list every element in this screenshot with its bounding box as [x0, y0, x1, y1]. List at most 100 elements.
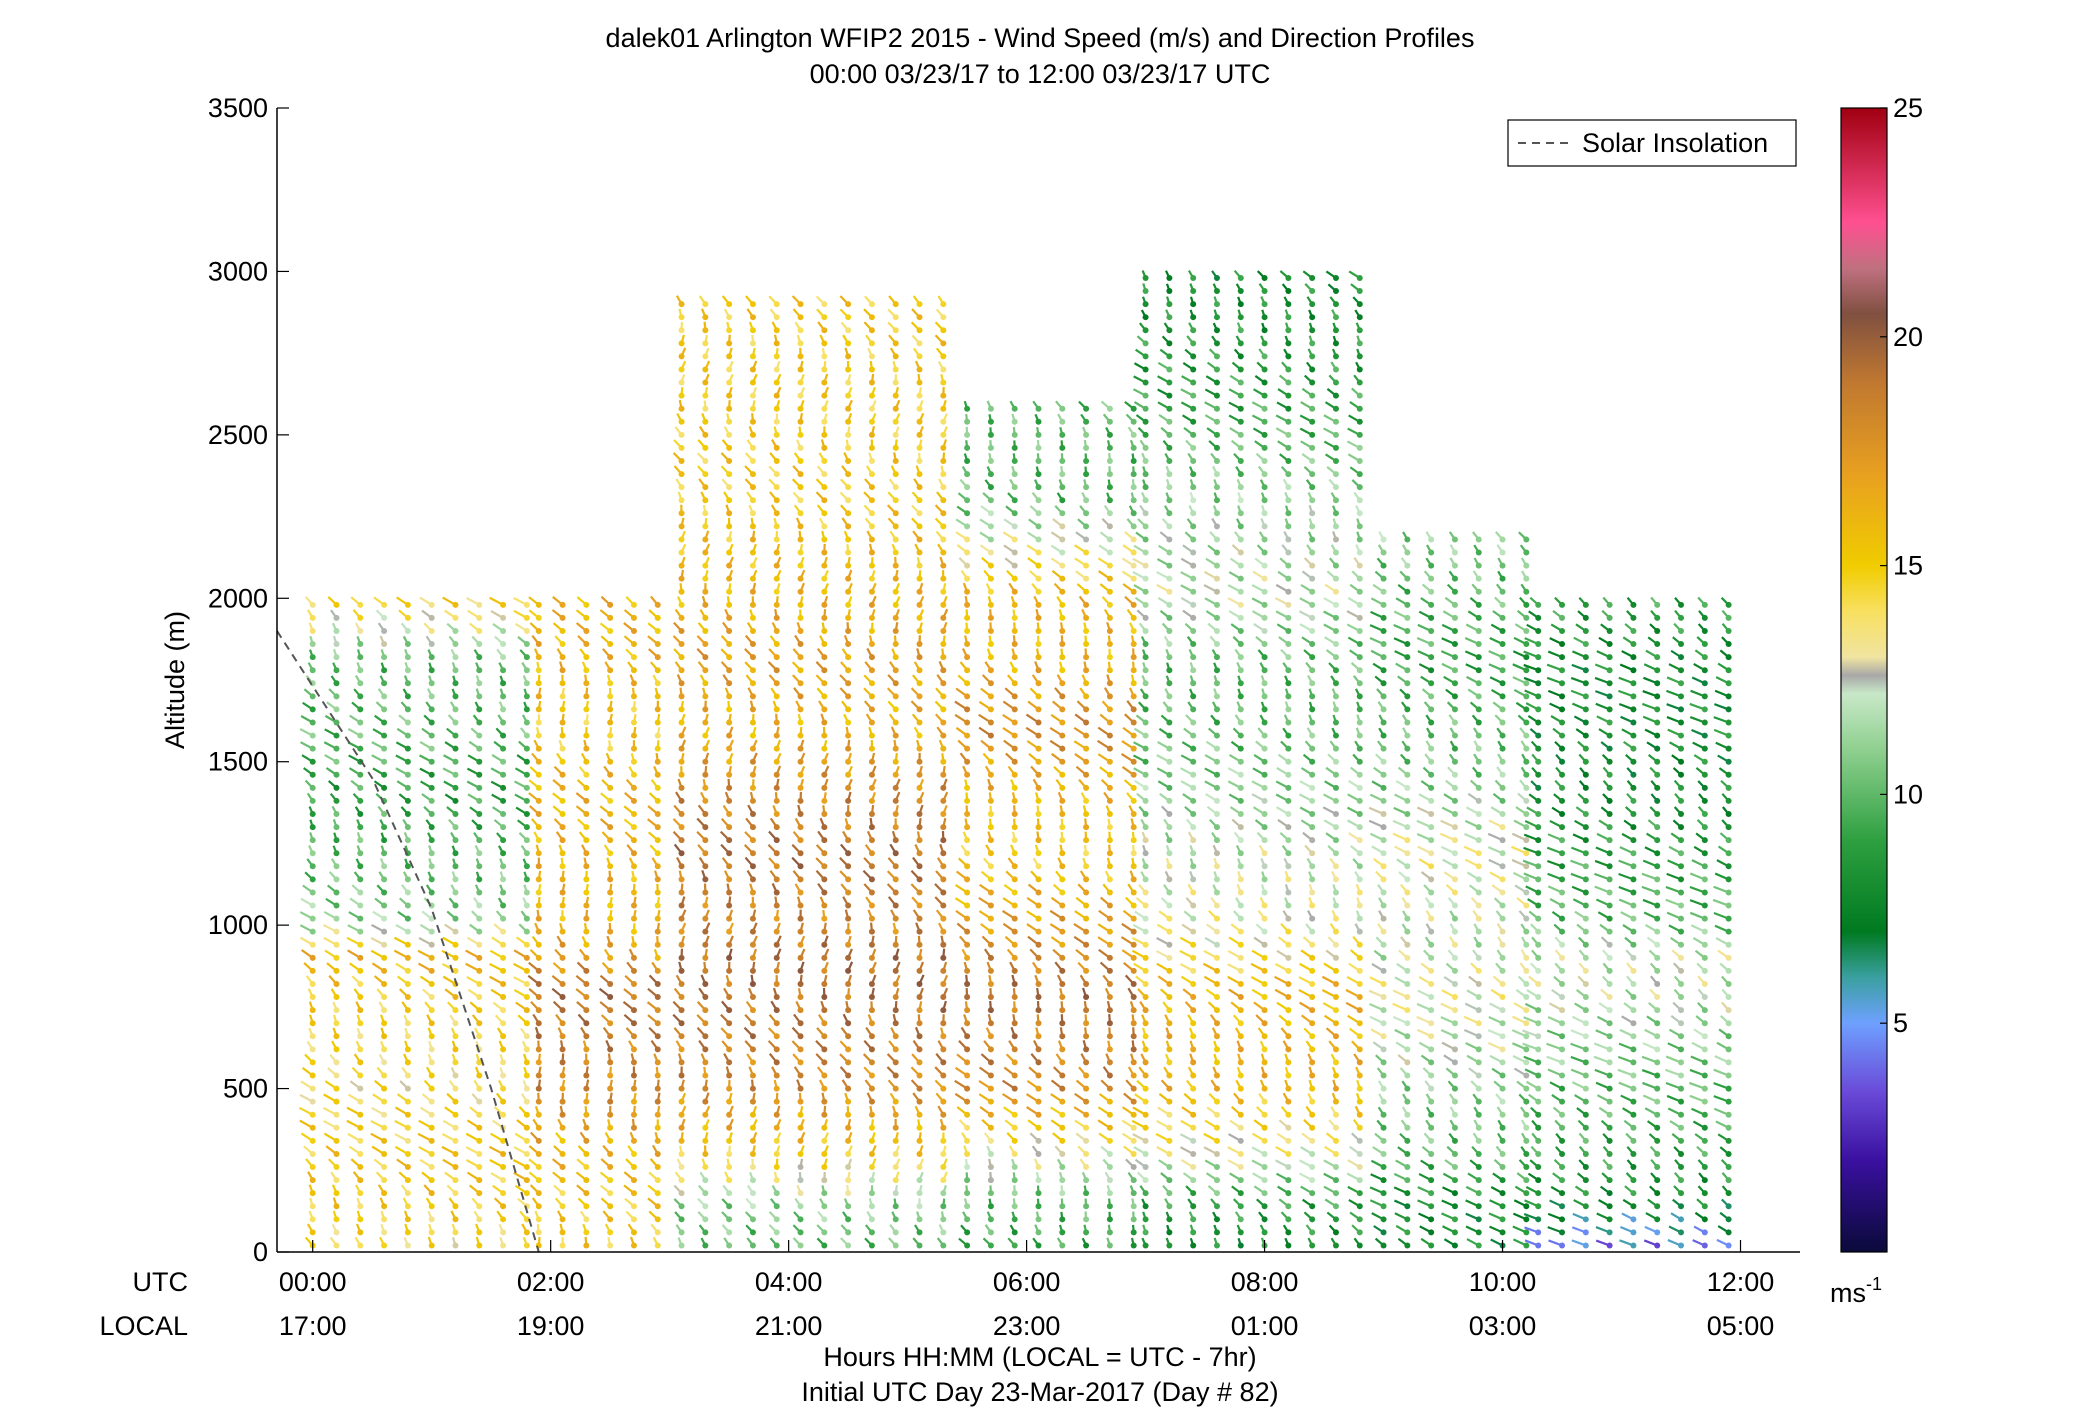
wind-barb-dot: [428, 1203, 435, 1210]
wind-barb-dot: [1166, 771, 1173, 778]
wind-barb-dot: [583, 654, 590, 661]
wind-barb-dot: [559, 915, 566, 922]
wind-barb-dot: [357, 1190, 364, 1197]
wind-barb-dot: [476, 876, 483, 883]
wind-barb-dot: [892, 405, 899, 412]
wind-barb-dot: [1142, 928, 1149, 935]
wind-barb-dot: [381, 1229, 388, 1236]
wind-barb-dot: [1083, 850, 1090, 857]
wind-barb-dot: [868, 693, 875, 700]
wind-barb-dot: [916, 876, 923, 883]
wind-barb-dot: [868, 771, 875, 778]
wind-barb-dot: [821, 954, 828, 961]
wind-barb-dot: [500, 732, 507, 739]
wind-barb-dot: [1011, 745, 1018, 752]
wind-barb-dot: [964, 484, 971, 491]
wind-barb-dot: [726, 1059, 733, 1066]
wind-barb-dot: [726, 824, 733, 831]
wind-barb-dot: [678, 1111, 685, 1118]
wind-barb-dot: [559, 706, 566, 713]
wind-barb-dot: [607, 1072, 614, 1079]
wind-barb-dot: [381, 954, 388, 961]
wind-barb-dot: [1035, 889, 1042, 896]
wind-barb-dot: [845, 353, 852, 360]
wind-barb-dot: [797, 379, 804, 386]
wind-barb-dot: [821, 562, 828, 569]
wind-barb-dot: [821, 379, 828, 386]
wind-barb-dot: [868, 1203, 875, 1210]
wind-barb-dot: [964, 549, 971, 556]
wind-barb-dot: [726, 301, 733, 308]
wind-barb-dot: [1106, 706, 1113, 713]
wind-barb-dot: [1035, 418, 1042, 425]
wind-barb-dot: [1083, 1007, 1090, 1014]
wind-barb-dot: [452, 889, 459, 896]
wind-barb-dot: [428, 758, 435, 765]
wind-barb-dot: [845, 954, 852, 961]
wind-barb-dot: [1106, 614, 1113, 621]
wind-barb-dot: [987, 444, 994, 451]
wind-barb-dot: [749, 954, 756, 961]
wind-barb-dot: [559, 954, 566, 961]
wind-barb-dot: [1130, 641, 1137, 648]
wind-barb-dot: [916, 732, 923, 739]
wind-barb-dot: [868, 745, 875, 752]
wind-barb-dot: [821, 994, 828, 1001]
wind-barb-dot: [452, 1164, 459, 1171]
wind-barb-dot: [1166, 274, 1173, 281]
wind-barb-dot: [1166, 1203, 1173, 1210]
wind-barb-dot: [987, 902, 994, 909]
wind-barb-dot: [1083, 510, 1090, 517]
wind-barb-dot: [309, 876, 316, 883]
wind-barb-dot: [773, 1203, 780, 1210]
wind-barb-dot: [309, 745, 316, 752]
wind-barb-dot: [1130, 771, 1137, 778]
wind-barb-dot: [726, 1085, 733, 1092]
wind-barb-dot: [1166, 1137, 1173, 1144]
wind-barb-dot: [1130, 458, 1137, 465]
wind-barb-dot: [678, 340, 685, 347]
wind-barb-dot: [309, 811, 316, 818]
wind-barb-dot: [749, 510, 756, 517]
wind-barb-dot: [749, 366, 756, 373]
wind-barb-dot: [309, 980, 316, 987]
wind-barb-dot: [749, 928, 756, 935]
wind-barb-dot: [749, 627, 756, 634]
wind-barb-dot: [773, 405, 780, 412]
wind-barb-dot: [1106, 784, 1113, 791]
wind-barb-dot: [1190, 523, 1197, 530]
wind-barb-dot: [452, 771, 459, 778]
wind-barb-dot: [868, 405, 875, 412]
wind-barb-dot: [607, 850, 614, 857]
wind-barb-dot: [1011, 418, 1018, 425]
wind-barb-dot: [964, 431, 971, 438]
wind-barb-dot: [821, 575, 828, 582]
wind-barb-dot: [892, 627, 899, 634]
wind-barb-dot: [500, 1111, 507, 1118]
wind-barb-dot: [583, 719, 590, 726]
wind-barb-dot: [333, 1033, 340, 1040]
wind-barb-dot: [845, 758, 852, 765]
wind-barb-dot: [654, 1137, 661, 1144]
wind-barb-dot: [357, 863, 364, 870]
wind-barb-dot: [1059, 902, 1066, 909]
wind-barb-dot: [1190, 693, 1197, 700]
wind-barb-dot: [892, 641, 899, 648]
wind-barb-dot: [892, 562, 899, 569]
wind-barb-dot: [607, 654, 614, 661]
wind-barb-dot: [476, 1059, 483, 1066]
wind-barb-dot: [1142, 1007, 1149, 1014]
wind-barb-dot: [1106, 1033, 1113, 1040]
wind-barb-dot: [845, 1177, 852, 1184]
wind-barb-dot: [726, 614, 733, 621]
wind-barb-dot: [821, 745, 828, 752]
wind-barb-dot: [535, 1137, 542, 1144]
wind-barb-dot: [749, 458, 756, 465]
wind-barb-dot: [773, 1059, 780, 1066]
wind-barb-dot: [1083, 824, 1090, 831]
wind-barb-dot: [428, 771, 435, 778]
wind-barb-dot: [583, 601, 590, 608]
wind-barb-dot: [892, 902, 899, 909]
wind-barb-dot: [630, 980, 637, 987]
wind-barb-dot: [845, 627, 852, 634]
